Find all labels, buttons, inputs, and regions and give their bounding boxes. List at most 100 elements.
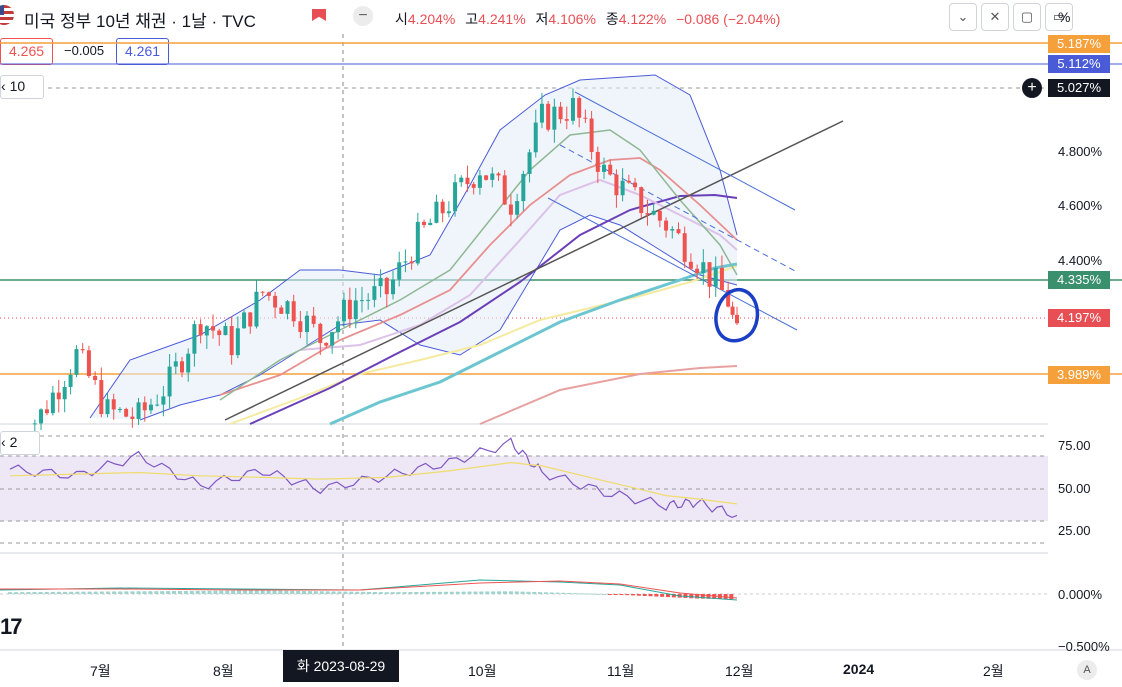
candle-down[interactable] <box>217 330 222 336</box>
candle-down[interactable] <box>726 289 731 307</box>
candle-down[interactable] <box>735 314 739 324</box>
candle-down[interactable] <box>124 408 129 417</box>
candle-down[interactable] <box>707 262 712 287</box>
candle-up[interactable] <box>434 201 439 223</box>
percent-scale-toggle[interactable]: % <box>1058 9 1071 25</box>
candle-down[interactable] <box>682 233 687 262</box>
candle-up[interactable] <box>305 315 310 333</box>
candle-up[interactable] <box>521 173 526 202</box>
candle-down[interactable] <box>633 182 638 188</box>
candle-down[interactable] <box>298 321 303 333</box>
trendline-long[interactable] <box>224 120 844 421</box>
chevron-down-icon[interactable]: ⌄ <box>949 3 977 31</box>
level-tag-3989[interactable]: 3.989% <box>1048 366 1110 384</box>
candle-down[interactable] <box>347 299 352 320</box>
candle-down[interactable] <box>198 324 203 336</box>
candle-up[interactable] <box>415 221 420 264</box>
candle-down[interactable] <box>676 229 681 234</box>
annotation-circle[interactable] <box>714 287 760 343</box>
candle-up[interactable] <box>105 399 110 415</box>
candle-down[interactable] <box>657 210 662 221</box>
candle-down[interactable] <box>266 292 271 296</box>
candle-down[interactable] <box>471 184 476 188</box>
candle-up[interactable] <box>242 312 247 329</box>
candle-up[interactable] <box>173 361 178 367</box>
candle-down[interactable] <box>508 204 513 215</box>
candle-down[interactable] <box>546 103 551 130</box>
candle-down[interactable] <box>502 175 507 205</box>
candle-up[interactable] <box>651 210 656 215</box>
candle-up[interactable] <box>39 409 44 424</box>
candle-down[interactable] <box>211 326 216 331</box>
candle-down[interactable] <box>719 267 724 290</box>
candle-down[interactable] <box>111 399 116 410</box>
candle-up[interactable] <box>192 324 197 354</box>
candle-up[interactable] <box>32 423 37 425</box>
candle-down[interactable] <box>318 323 323 343</box>
candle-down[interactable] <box>730 306 735 315</box>
candle-down[interactable] <box>645 213 650 215</box>
maximize-icon[interactable]: ▢ <box>1013 3 1041 31</box>
candle-up[interactable] <box>670 229 675 231</box>
candle-up[interactable] <box>428 222 433 226</box>
candle-down[interactable] <box>664 220 669 231</box>
level-tag-4335[interactable]: 4.335% <box>1048 271 1110 289</box>
candle-down[interactable] <box>248 312 253 327</box>
candle-up[interactable] <box>403 261 408 263</box>
candle-down[interactable] <box>93 375 98 381</box>
candle-up[interactable] <box>490 173 495 180</box>
candle-down[interactable] <box>614 174 619 196</box>
candle-down[interactable] <box>639 187 644 214</box>
candle-down[interactable] <box>311 315 316 324</box>
candle-up[interactable] <box>204 326 209 336</box>
candle-down[interactable] <box>44 409 49 414</box>
candle-up[interactable] <box>570 98 575 121</box>
candle-up[interactable] <box>155 404 160 406</box>
candle-down[interactable] <box>229 326 234 356</box>
candle-down[interactable] <box>440 201 445 214</box>
candle-down[interactable] <box>626 180 631 183</box>
candle-down[interactable] <box>86 350 91 376</box>
tradingview-logo[interactable]: 17 <box>0 614 23 639</box>
candle-up[interactable] <box>62 386 67 400</box>
ma-settings-toggle[interactable]: ‹ 10 <box>0 75 44 99</box>
candle-down[interactable] <box>608 164 613 175</box>
candle-down[interactable] <box>260 291 265 293</box>
candle-down[interactable] <box>409 261 414 264</box>
candle-up[interactable] <box>527 152 532 174</box>
candle-down[interactable] <box>496 173 501 176</box>
candle-down[interactable] <box>688 261 693 269</box>
auto-scale-button[interactable]: A <box>1077 660 1097 680</box>
candle-up[interactable] <box>336 321 341 333</box>
candle-up[interactable] <box>167 366 172 397</box>
candle-down[interactable] <box>558 106 563 120</box>
level-tag-5187[interactable]: 5.187% <box>1048 35 1110 53</box>
candle-down[interactable] <box>589 118 594 152</box>
candle-down[interactable] <box>583 117 588 119</box>
candle-up[interactable] <box>68 374 73 387</box>
candle-up[interactable] <box>459 177 464 183</box>
candle-up[interactable] <box>366 299 371 301</box>
candle-down[interactable] <box>484 175 489 180</box>
candle-up[interactable] <box>117 408 122 410</box>
candle-up[interactable] <box>285 301 290 314</box>
hide-indicator-button[interactable]: − <box>353 6 373 26</box>
close-icon[interactable]: ▭ <box>1045 3 1073 31</box>
candle-down[interactable] <box>595 151 600 172</box>
candle-down[interactable] <box>291 301 296 322</box>
level-tag-5112[interactable]: 5.112% <box>1048 55 1110 73</box>
candle-down[interactable] <box>99 380 104 415</box>
candle-up[interactable] <box>161 396 166 405</box>
candle-down[interactable] <box>142 402 147 411</box>
candle-down[interactable] <box>422 221 427 226</box>
candle-up[interactable] <box>602 164 607 172</box>
candle-down[interactable] <box>564 119 569 121</box>
candle-up[interactable] <box>620 180 625 196</box>
candle-up[interactable] <box>359 300 364 302</box>
collapse-icon[interactable]: ✕ <box>981 3 1009 31</box>
candle-up[interactable] <box>353 300 358 320</box>
candle-up[interactable] <box>391 279 396 295</box>
candle-up[interactable] <box>533 122 538 153</box>
candlestick-series[interactable] <box>32 88 739 451</box>
candle-up[interactable] <box>477 175 482 188</box>
